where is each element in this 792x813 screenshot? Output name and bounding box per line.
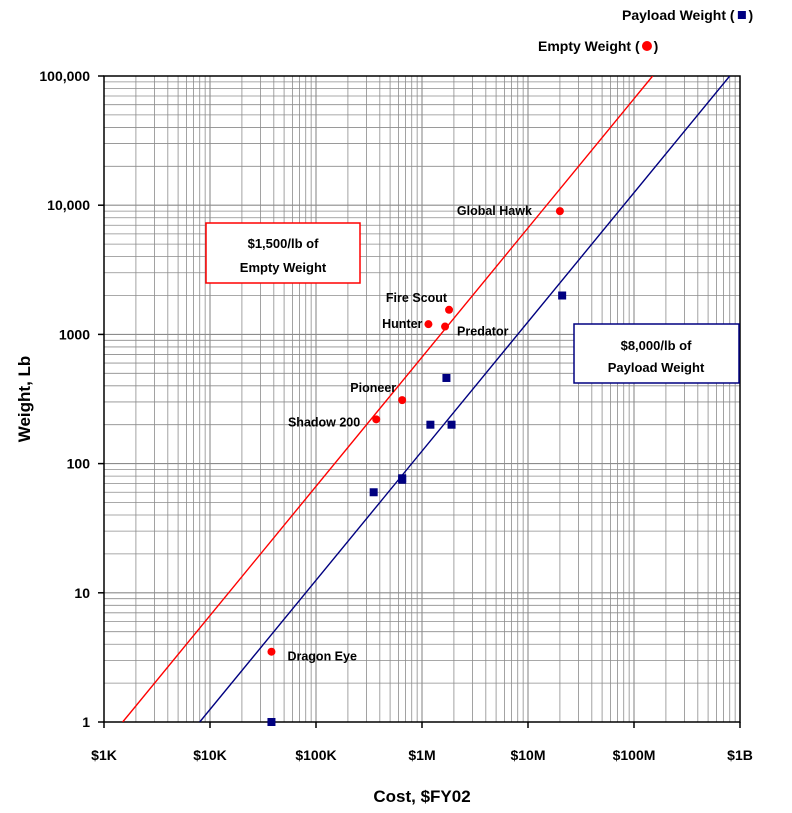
annotation-empty-line2: Empty Weight [240, 260, 327, 275]
empty-weight-point [445, 305, 454, 314]
x-axis-title: Cost, $FY02 [373, 787, 470, 806]
y-tick-label: 100 [67, 456, 91, 472]
annotation-empty-box [205, 222, 361, 284]
x-tick-label: $100M [613, 747, 656, 763]
trend-lines [122, 76, 731, 722]
empty-weight-point [398, 396, 407, 405]
legend-empty-suffix: ) [654, 38, 659, 54]
annotation-payload-line1: $8,000/lb of [621, 338, 692, 353]
point-label-global-hawk: Global Hawk [457, 204, 532, 218]
empty-weight-point [372, 415, 381, 424]
x-tick-label: $10K [193, 747, 226, 763]
legend-empty: Empty Weight () [538, 38, 658, 54]
annotation-empty-weight-rate: $1,500/lb of Empty Weight [205, 222, 361, 284]
y-axis-ticks: 1 10 100 1000 10,000 100,000 [39, 68, 104, 730]
legend-payload-suffix: ) [749, 7, 754, 23]
empty-weight-point [267, 647, 276, 656]
annotation-payload-box [573, 323, 740, 384]
legend-payload: Payload Weight () [622, 7, 753, 23]
point-label-dragon-eye: Dragon Eye [287, 650, 357, 664]
y-tick-label: 1000 [59, 326, 90, 342]
point-labels: Global Hawk Fire Scout Hunter Predator Pione… [287, 204, 531, 664]
trend-line [122, 76, 654, 722]
empty-weight-point [441, 322, 450, 331]
trend-line [199, 76, 731, 722]
x-tick-label: $1B [727, 747, 753, 763]
payload-weight-point [558, 291, 567, 300]
point-label-shadow-200: Shadow 200 [288, 415, 360, 429]
annotation-payload-weight-rate: $8,000/lb of Payload Weight [573, 323, 740, 384]
y-tick-label: 10 [74, 585, 90, 601]
payload-weight-point [398, 474, 407, 483]
x-tick-label: $10M [510, 747, 545, 763]
data-points [267, 207, 567, 726]
y-tick-label: 10,000 [47, 197, 90, 213]
legend-empty-prefix: Empty Weight ( [538, 38, 640, 54]
x-axis-ticks: $1K $10K $100K $1M $10M $100M $1B [91, 722, 753, 763]
legend-empty-text: Empty Weight () [538, 38, 658, 54]
annotation-empty-line1: $1,500/lb of [248, 236, 319, 251]
legend-payload-marker [737, 11, 746, 19]
x-tick-label: $1K [91, 747, 117, 763]
grid [104, 76, 740, 722]
payload-weight-point [267, 718, 276, 726]
empty-weight-point [424, 320, 433, 329]
payload-weight-point [442, 373, 451, 382]
x-tick-label: $1M [408, 747, 435, 763]
point-label-pioneer: Pioneer [350, 381, 396, 395]
x-tick-label: $100K [295, 747, 336, 763]
empty-weight-point [555, 207, 564, 216]
legend-empty-marker [641, 41, 652, 51]
annotation-payload-line2: Payload Weight [608, 360, 705, 375]
y-tick-label: 1 [82, 714, 90, 730]
payload-weight-point [426, 420, 435, 429]
point-label-predator: Predator [457, 325, 509, 339]
y-axis-title: Weight, Lb [15, 356, 34, 443]
legend-payload-text: Payload Weight () [622, 7, 753, 23]
y-tick-label: 100,000 [39, 68, 90, 84]
point-label-hunter: Hunter [382, 317, 422, 331]
point-label-fire-scout: Fire Scout [386, 291, 448, 305]
legend-payload-prefix: Payload Weight ( [622, 7, 735, 23]
payload-weight-point [447, 420, 456, 429]
payload-weight-point [369, 488, 378, 497]
